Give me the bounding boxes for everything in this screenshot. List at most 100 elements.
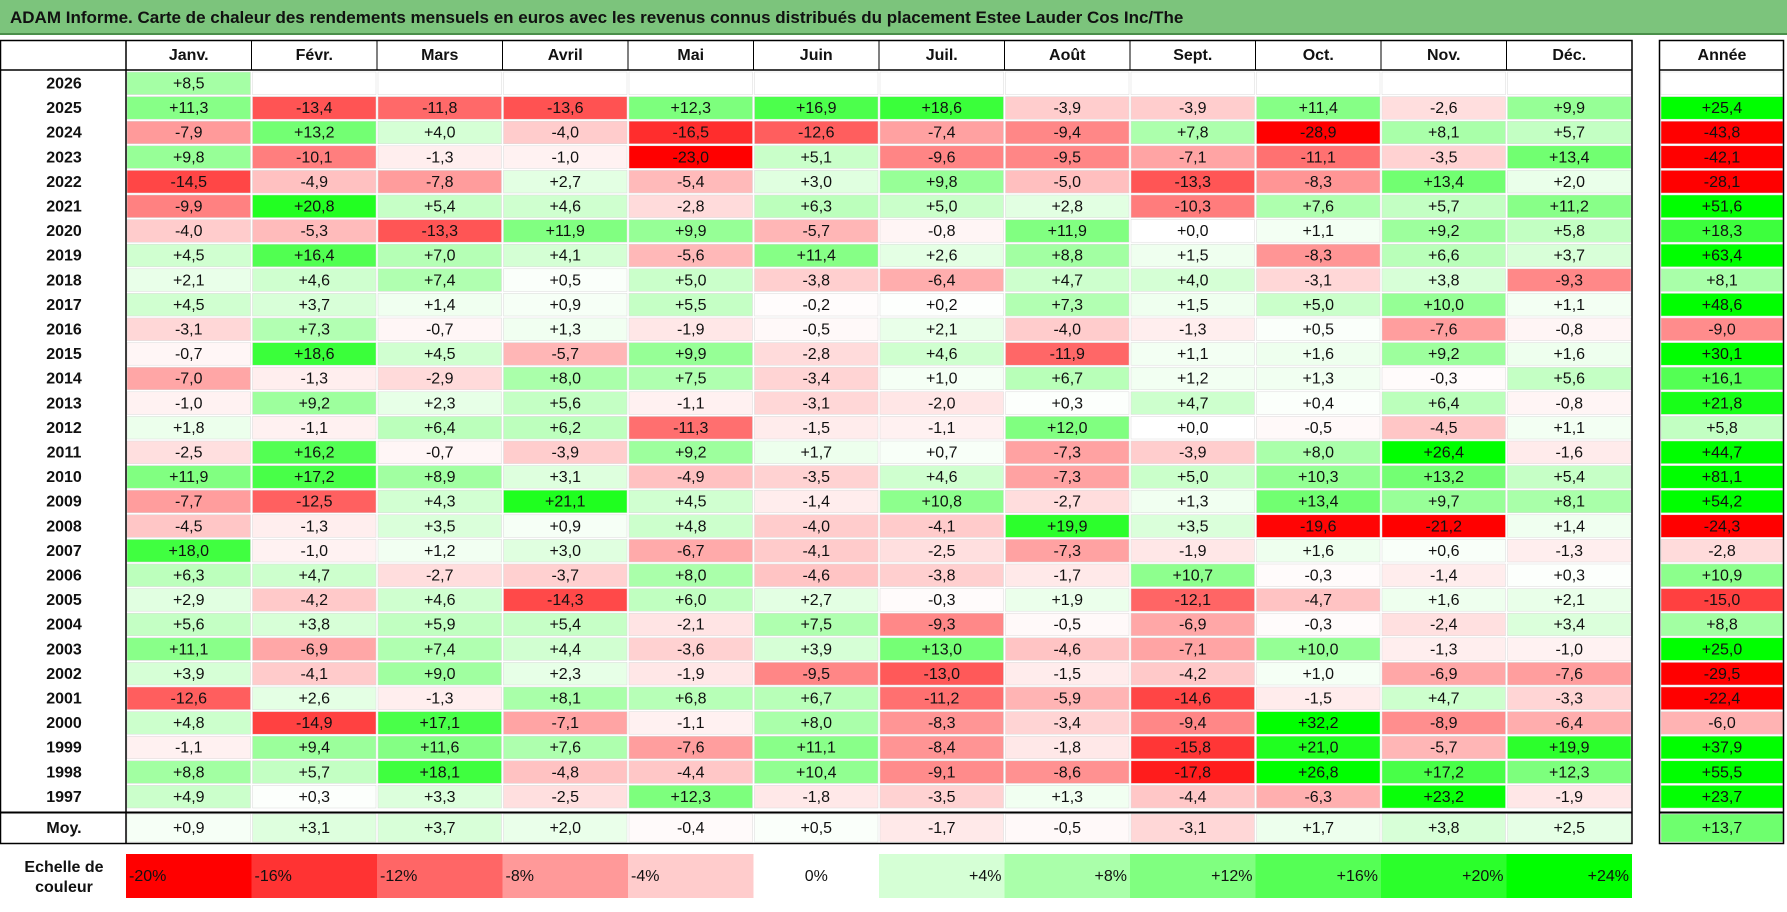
cell-value: -4,1 [928, 518, 956, 535]
cell-value: +5,4 [1553, 469, 1585, 486]
heatmap-cell [754, 145, 879, 169]
heatmap-cell [503, 686, 628, 710]
cell-value: -6,9 [300, 641, 328, 658]
cell-value: -2,6 [1430, 100, 1458, 117]
average-value: -3,1 [1179, 820, 1207, 837]
cell-value: +18,6 [294, 346, 335, 363]
cell-value: +1,6 [1302, 346, 1334, 363]
cell-value: -2,7 [1053, 494, 1081, 511]
cell-value: +8,8 [1051, 248, 1083, 265]
heatmap-cell [628, 539, 753, 563]
cell-value: -13,3 [1175, 174, 1212, 191]
cell-value: +10,4 [796, 764, 837, 781]
heatmap-cell [628, 711, 753, 735]
cell-value: +18,6 [922, 100, 963, 117]
heatmap-cell [1130, 563, 1255, 587]
cell-value: -4,5 [175, 518, 203, 535]
cell-value: +7,6 [1302, 199, 1334, 216]
average-cell [879, 813, 1004, 843]
heatmap-cell [628, 662, 753, 686]
heatmap-cell [628, 637, 753, 661]
cell-value: -1,9 [1179, 543, 1207, 560]
cell-value: -12,5 [296, 494, 333, 511]
cell-value: +11,1 [169, 641, 208, 658]
heatmap-cell [879, 219, 1004, 243]
heatmap-cell [1005, 711, 1130, 735]
cell-value: +7,3 [298, 322, 330, 339]
row-year-label: 2003 [46, 641, 82, 658]
heatmap-cell [879, 785, 1004, 809]
cell-value: -3,7 [551, 568, 579, 585]
heatmap-cell [126, 465, 251, 489]
heatmap-cell [252, 342, 377, 366]
heatmap-cell [1256, 366, 1381, 391]
heatmap-cell [879, 317, 1004, 341]
heatmap-cell [754, 194, 879, 218]
cell-value: +4,7 [1177, 395, 1209, 412]
cell-value: +11,9 [1048, 223, 1087, 240]
cell-value: -13,3 [422, 223, 459, 240]
annual-value: +63,4 [1702, 248, 1743, 265]
heatmap-cell [1507, 170, 1632, 194]
cell-value: +4,6 [298, 272, 330, 289]
cell-value: +0,9 [549, 297, 581, 314]
cell-value: +4,5 [173, 248, 205, 265]
cell-value: +6,3 [173, 568, 205, 585]
heatmap-cell [503, 391, 628, 415]
cell-value: -3,5 [1430, 149, 1458, 166]
heatmap-cell [754, 71, 879, 95]
heatmap-cell [377, 71, 502, 95]
cell-value: +6,4 [424, 420, 456, 437]
heatmap-cell [879, 539, 1004, 563]
heatmap-cell [628, 243, 753, 268]
heatmap-cell [754, 785, 879, 809]
cell-value: +5,9 [424, 617, 456, 634]
cell-value: -0,7 [426, 322, 454, 339]
cell-value: +0,5 [549, 272, 581, 289]
cell-value: -1,0 [175, 395, 203, 412]
cell-value: -7,1 [1179, 641, 1207, 658]
scale-swatch [126, 854, 252, 898]
cell-value: +26,4 [1424, 445, 1465, 462]
cell-value: -9,3 [928, 617, 956, 634]
cell-value: -6,4 [928, 272, 956, 289]
heatmap-cell [754, 588, 879, 612]
cell-value: +0,7 [926, 445, 958, 462]
cell-value: -4,2 [1179, 666, 1207, 683]
heatmap-cell [1130, 785, 1255, 809]
cell-value: +0,4 [1302, 395, 1334, 412]
cell-value: +3,0 [549, 543, 581, 560]
heatmap-cell [126, 539, 251, 563]
cell-value: +6,8 [675, 691, 707, 708]
heatmap-cell [1507, 391, 1632, 415]
heatmap-cell [754, 293, 879, 317]
cell-value: -1,8 [1053, 740, 1081, 757]
heatmap-cell [754, 366, 879, 391]
heatmap-cell [377, 735, 502, 760]
cell-value: +9,8 [926, 174, 958, 191]
heatmap-cell [1256, 563, 1381, 587]
cell-value: -1,3 [426, 149, 454, 166]
heatmap-cell [503, 145, 628, 169]
cell-value: -6,4 [1555, 715, 1583, 732]
heatmap-cell [252, 120, 377, 145]
annual-value: +55,5 [1702, 764, 1743, 781]
cell-value: -15,8 [1175, 740, 1212, 757]
heatmap-cell [879, 71, 1004, 95]
cell-value: -1,3 [1179, 322, 1207, 339]
scale-swatch [377, 854, 503, 898]
heatmap-cell [1507, 735, 1632, 760]
heatmap-cell [252, 243, 377, 268]
cell-value: -1,5 [802, 420, 830, 437]
heatmap-cell [1130, 588, 1255, 612]
cell-value: +9,7 [1428, 494, 1460, 511]
scale-label-value: +16% [1337, 868, 1378, 885]
cell-value: -3,9 [1179, 100, 1207, 117]
heatmap-cell [1005, 416, 1130, 440]
row-year-label: 2009 [46, 494, 82, 511]
heatmap-cell [754, 96, 879, 120]
heatmap-cell [879, 391, 1004, 415]
cell-value: +12,0 [1047, 420, 1088, 437]
heatmap-cell [628, 71, 753, 95]
average-value: -0,5 [1053, 820, 1081, 837]
